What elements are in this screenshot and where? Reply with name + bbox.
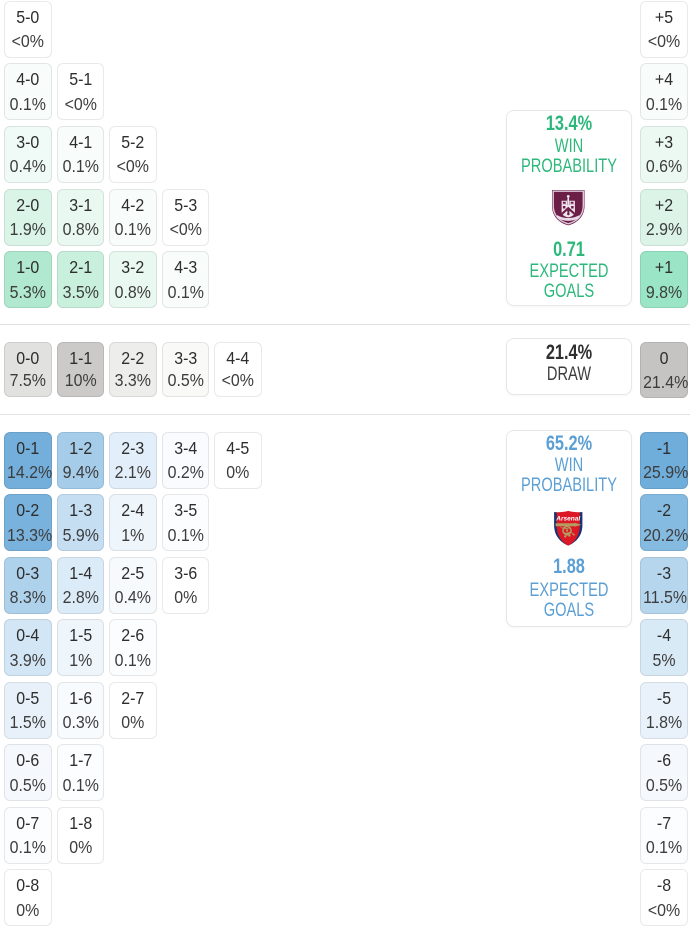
svg-text:Arsenal: Arsenal bbox=[555, 515, 580, 522]
